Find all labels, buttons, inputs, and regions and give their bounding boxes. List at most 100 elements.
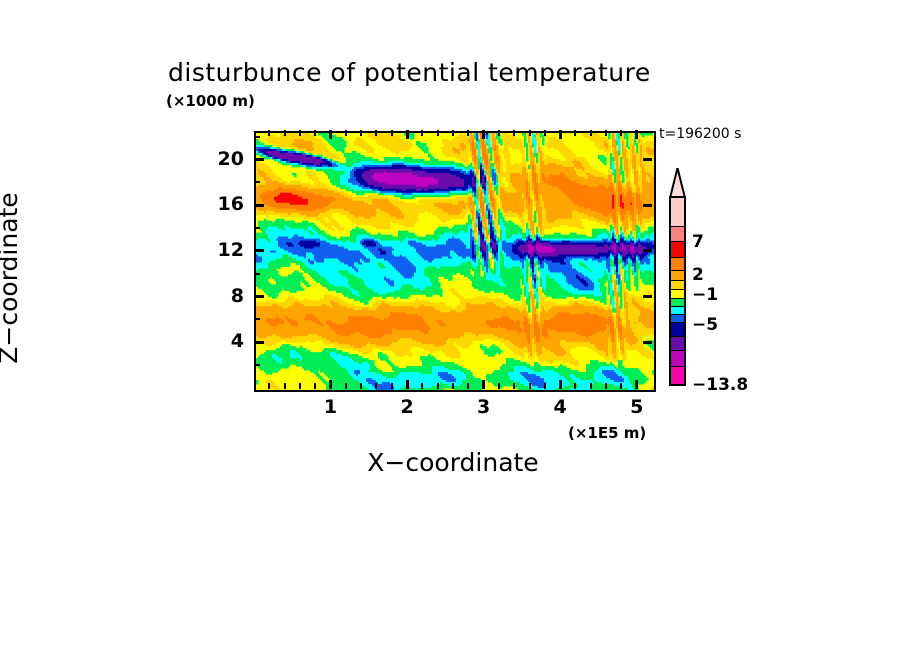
colorbar-band <box>671 298 684 308</box>
colorbar-band <box>671 315 684 323</box>
x-tick-top-minor <box>589 130 592 136</box>
y-tick-minor <box>255 364 260 367</box>
x-tick-minor <box>605 383 608 389</box>
x-axis-title: X−coordinate <box>367 448 539 477</box>
colorbar-band <box>671 257 684 272</box>
contour-plot <box>254 131 656 392</box>
x-tick-top-minor <box>497 130 500 136</box>
y-tick-label: 8 <box>230 284 244 307</box>
x-tick-top-minor <box>528 130 531 136</box>
x-tick-minor <box>344 383 347 389</box>
colorbar-band <box>671 280 684 291</box>
x-tick-top-major <box>482 130 486 139</box>
x-tick-minor <box>574 383 577 389</box>
y-tick-right <box>643 249 652 253</box>
x-tick-top-minor <box>574 130 577 136</box>
x-tick-minor <box>436 383 439 389</box>
x-tick-label: 2 <box>400 396 414 418</box>
x-tick-top-minor <box>314 130 317 136</box>
y-tick-minor <box>255 135 260 138</box>
y-tick-major <box>255 158 264 162</box>
colorbar-band <box>671 307 684 316</box>
x-tick-minor <box>452 383 454 389</box>
colorbar <box>669 196 686 386</box>
x-tick-minor <box>375 383 378 389</box>
x-tick-top-minor <box>605 130 608 136</box>
x-tick-top-minor <box>467 130 470 136</box>
x-tick-top-minor <box>390 130 393 136</box>
colorbar-tick-label: −13.8 <box>692 375 749 395</box>
y-tick-label: 4 <box>230 330 244 353</box>
x-tick-minor <box>528 383 531 389</box>
x-tick-minor <box>268 383 271 389</box>
y-tick-label: 20 <box>217 147 244 170</box>
x-tick-minor <box>543 383 546 389</box>
y-axis-title: Z−coordinate <box>0 192 23 364</box>
x-tick-top-minor <box>268 130 271 136</box>
y-tick-right <box>643 295 652 299</box>
page-title: disturbunce of potential temperature <box>168 58 651 87</box>
colorbar-arrow-shape <box>669 168 686 198</box>
colorbar-band <box>671 198 684 228</box>
y-tick-label: 16 <box>217 193 244 216</box>
x-tick-minor <box>497 383 500 389</box>
x-tick-minor <box>513 383 516 389</box>
colorbar-band <box>671 227 684 242</box>
x-tick-major <box>329 380 333 389</box>
contour-field <box>256 133 654 390</box>
colorbar-tick-label: −1 <box>692 285 719 306</box>
x-tick-major <box>482 380 486 389</box>
colorbar-band <box>671 322 684 338</box>
x-tick-major <box>558 380 562 389</box>
colorbar-band <box>671 337 684 352</box>
colorbar-band <box>671 366 684 384</box>
y-tick-minor <box>255 181 260 184</box>
y-tick-major <box>255 249 264 253</box>
x-tick-top-major <box>635 130 639 139</box>
y-tick-label: 12 <box>217 238 244 261</box>
x-tick-label: 4 <box>553 396 567 418</box>
y-tick-minor <box>255 318 260 321</box>
x-tick-top-minor <box>620 130 623 136</box>
y-tick-right <box>643 203 652 207</box>
x-tick-top-minor <box>360 130 363 136</box>
y-tick-minor <box>255 272 260 275</box>
x-tick-top-minor <box>421 130 424 136</box>
x-tick-top-minor <box>344 130 347 136</box>
x-tick-minor <box>390 383 393 389</box>
x-tick-top-minor <box>436 130 439 136</box>
y-tick-minor <box>255 227 260 230</box>
y-tick-major <box>255 295 264 299</box>
colorbar-band <box>671 271 684 281</box>
colorbar-band <box>671 241 684 258</box>
colorbar-band <box>671 351 684 367</box>
x-tick-top-minor <box>298 130 301 136</box>
y-tick-right <box>643 158 652 162</box>
x-tick-minor <box>421 383 424 389</box>
x-tick-top-major <box>329 130 333 139</box>
z-units-label: (×1000 m) <box>166 92 255 110</box>
x-tick-major <box>405 380 409 389</box>
x-tick-top-minor <box>452 130 454 136</box>
x-tick-major <box>635 380 639 389</box>
x-tick-top-major <box>558 130 562 139</box>
x-tick-minor <box>360 383 363 389</box>
y-tick-right <box>643 340 652 344</box>
y-tick-major <box>255 203 264 207</box>
colorbar-tick-label: 7 <box>692 231 704 252</box>
y-tick-major <box>255 340 264 344</box>
x-units-label: (×1E5 m) <box>568 424 647 442</box>
x-tick-label: 5 <box>630 396 644 418</box>
x-tick-top-minor <box>283 130 286 136</box>
x-tick-minor <box>298 383 301 389</box>
time-annotation: t=196200 s <box>659 126 742 142</box>
x-tick-label: 3 <box>476 396 491 418</box>
x-tick-minor <box>283 383 286 389</box>
colorbar-tick-label: 2 <box>692 265 704 286</box>
x-tick-top-minor <box>375 130 378 136</box>
x-tick-minor <box>314 383 317 389</box>
colorbar-tick-label: −5 <box>692 314 719 335</box>
colorbar-band <box>671 290 684 299</box>
x-tick-minor <box>620 383 623 389</box>
